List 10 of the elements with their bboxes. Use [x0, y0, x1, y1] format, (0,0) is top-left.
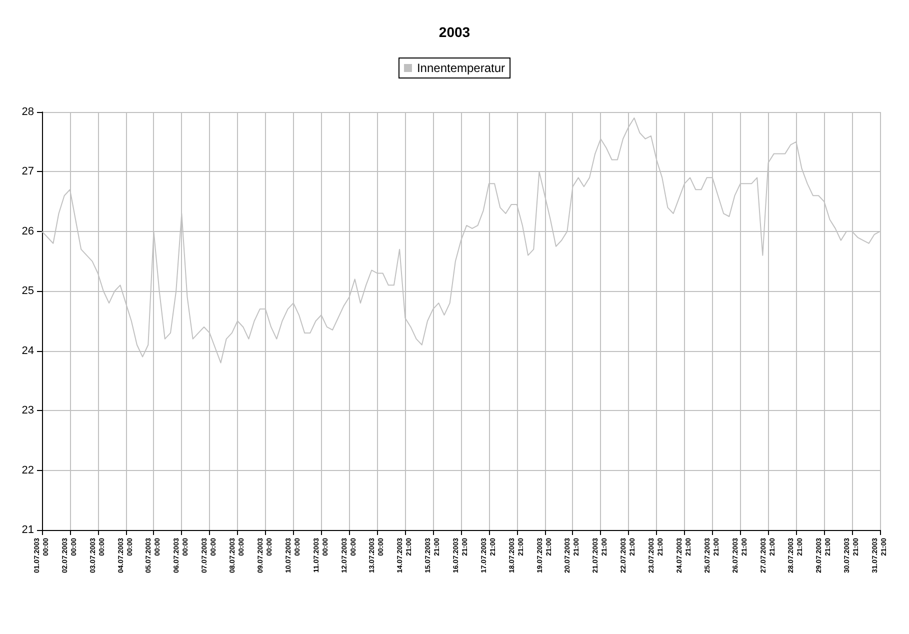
y-tick-label: 23 [22, 404, 34, 417]
y-tick-label: 25 [22, 285, 34, 298]
y-tick-label: 26 [22, 225, 34, 238]
y-tick-label: 21 [22, 524, 34, 536]
y-tick-label: 24 [22, 344, 34, 357]
y-tick-label: 22 [22, 464, 34, 476]
y-tick-label: 27 [22, 166, 34, 178]
legend-label: Innentemperatur [416, 61, 506, 75]
y-tick-label: 28 [22, 106, 34, 118]
chart-title: 2003 [438, 24, 470, 40]
